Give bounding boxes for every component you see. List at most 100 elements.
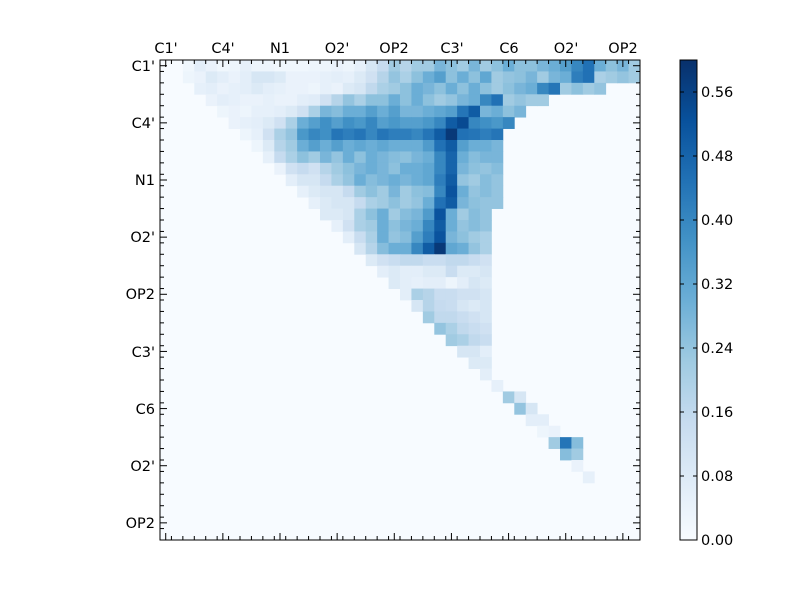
heatmap-cell <box>457 140 469 152</box>
heatmap-cell <box>240 105 252 118</box>
heatmap-cell <box>388 128 401 141</box>
colorbar-tick-label: 0.16 <box>701 405 733 421</box>
heatmap-cell <box>342 128 355 141</box>
heatmap-cell <box>422 82 435 95</box>
heatmap-cell <box>457 345 469 358</box>
heatmap-cell <box>468 322 481 335</box>
heatmap-cell <box>480 300 492 312</box>
axis-ticks <box>159 59 641 541</box>
heatmap-cell <box>354 185 367 198</box>
heatmap-cell <box>342 231 355 244</box>
heatmap-cell <box>377 185 389 198</box>
heatmap-cell <box>354 242 367 255</box>
x-tick-label: N1 <box>270 41 290 57</box>
heatmap-cell <box>445 117 458 129</box>
heatmap-cell <box>480 94 492 107</box>
heatmap-cell <box>480 254 492 267</box>
heatmap-cell <box>468 288 481 301</box>
heatmap-cell <box>445 128 458 141</box>
heatmap-cell <box>354 220 367 232</box>
y-tick-label: C4' <box>132 116 155 132</box>
heatmap-cell <box>468 208 481 221</box>
heatmap-cell <box>411 185 424 198</box>
x-tick-label: OP2 <box>379 41 408 57</box>
heatmap-cell <box>445 334 458 347</box>
heatmap-cell <box>411 151 424 164</box>
heatmap-cell <box>582 71 595 84</box>
heatmap-cell <box>434 117 447 129</box>
heatmap-cell <box>548 425 561 438</box>
heatmap-cell <box>468 231 481 244</box>
heatmap-cell <box>262 94 275 107</box>
heatmap-cell <box>331 105 344 118</box>
heatmap-cell <box>388 197 401 209</box>
heatmap-cell <box>377 140 389 152</box>
colorbar-tick-label: 0.08 <box>701 469 733 485</box>
heatmap-cell <box>388 254 401 267</box>
heatmap-cell <box>514 391 527 404</box>
heatmap-cell <box>548 71 561 84</box>
heatmap-cell <box>331 151 344 164</box>
heatmap-cell <box>251 60 264 72</box>
y-tick-label: O2' <box>130 230 155 246</box>
heatmap-cell <box>342 71 355 84</box>
heatmap-cell <box>422 162 435 175</box>
heatmap-cell <box>605 60 618 72</box>
heatmap-cell <box>537 60 549 72</box>
heatmap-cell <box>388 185 401 198</box>
heatmap-cell <box>422 288 435 301</box>
heatmap-cell <box>457 220 469 232</box>
heatmap-cell <box>251 94 264 107</box>
heatmap-cell <box>377 151 389 164</box>
heatmap-cell <box>411 277 424 289</box>
heatmap-cell <box>548 60 561 72</box>
heatmap-cell <box>240 94 252 107</box>
heatmap-cell <box>537 94 549 107</box>
heatmap-cell <box>560 82 572 95</box>
heatmap-cell <box>468 162 481 175</box>
heatmap-cell <box>354 117 367 129</box>
heatmap-cell <box>457 300 469 312</box>
heatmap-cell <box>388 208 401 221</box>
heatmap-cell <box>491 162 504 175</box>
heatmap-cell <box>365 151 378 164</box>
colorbar-tick-label: 0.56 <box>701 85 733 101</box>
heatmap-cell <box>342 208 355 221</box>
heatmap-cell <box>205 94 218 107</box>
heatmap-cell <box>365 60 378 72</box>
heatmap-cell <box>262 117 275 129</box>
heatmap-cell <box>331 71 344 84</box>
x-tick-label: OP2 <box>608 41 637 57</box>
heatmap-cell <box>274 105 287 118</box>
heatmap-cell <box>377 231 389 244</box>
heatmap-cell <box>285 128 298 141</box>
heatmap-cell <box>217 105 229 118</box>
heatmap-cell <box>434 151 447 164</box>
heatmap-cell <box>480 117 492 129</box>
heatmap-cell <box>411 174 424 187</box>
heatmap-cell <box>434 71 447 84</box>
heatmap-cell <box>354 151 367 164</box>
heatmap-cell <box>365 71 378 84</box>
heatmap-cell <box>354 231 367 244</box>
heatmap-cell <box>354 82 367 95</box>
heatmap-cell <box>262 105 275 118</box>
heatmap-cell <box>194 60 207 72</box>
heatmap-cell <box>388 174 401 187</box>
heatmap-cell <box>525 60 538 72</box>
heatmap-cell <box>434 105 447 118</box>
heatmap-cell <box>354 140 367 152</box>
heatmap-cell <box>571 82 584 95</box>
heatmap-cell <box>377 162 389 175</box>
heatmap-cell <box>320 174 332 187</box>
heatmap-cell <box>331 185 344 198</box>
heatmap-cell <box>582 471 595 484</box>
heatmap-cell <box>331 197 344 209</box>
heatmap-cell <box>445 322 458 335</box>
heatmap-cell <box>434 254 447 267</box>
heatmap-cell <box>320 128 332 141</box>
heatmap-cell <box>365 105 378 118</box>
heatmap-cell <box>457 288 469 301</box>
heatmap-cell <box>354 128 367 141</box>
heatmap-cell <box>274 151 287 164</box>
